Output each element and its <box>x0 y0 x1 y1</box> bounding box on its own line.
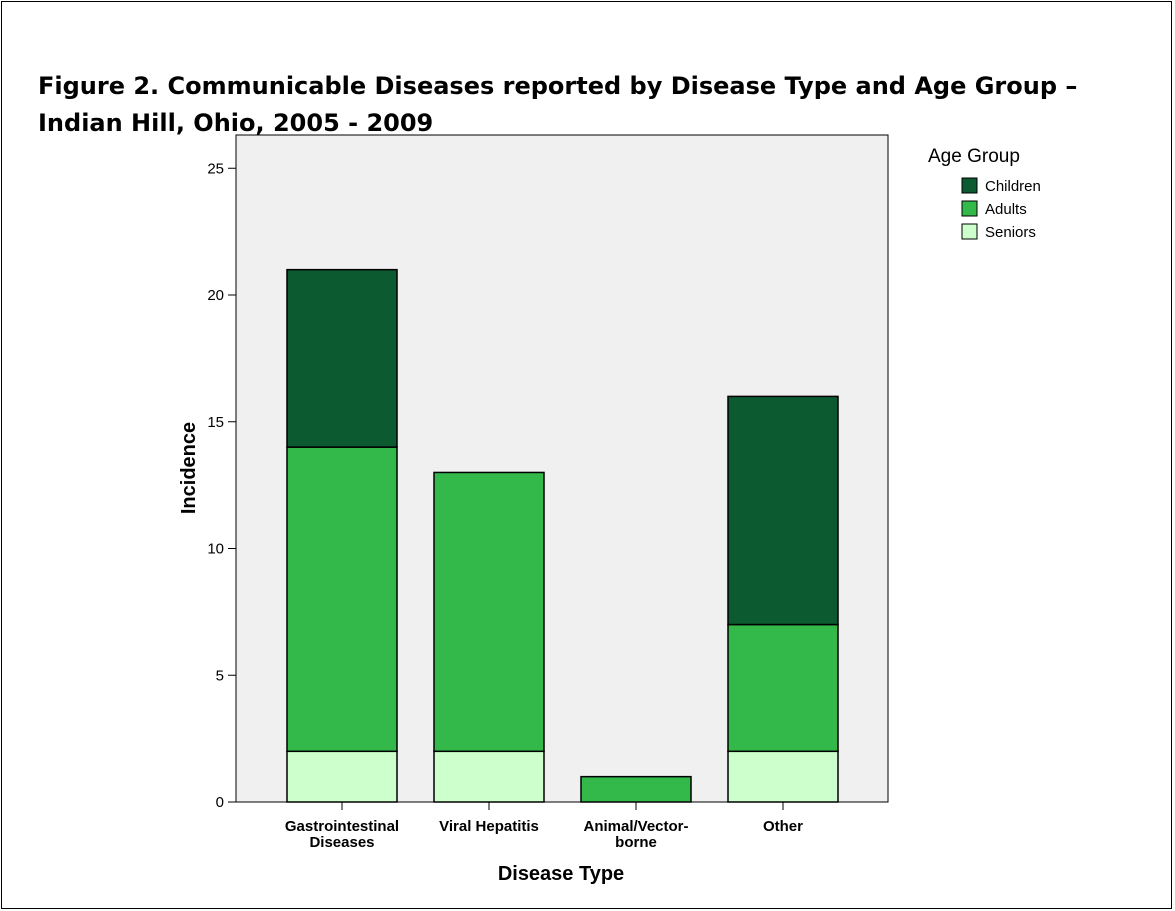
bar-segment-adults <box>286 446 398 753</box>
legend-swatch-adults <box>961 200 978 217</box>
bar-segment-seniors <box>727 750 839 803</box>
bar-segment-adults <box>433 471 545 753</box>
legend-label-seniors: Seniors <box>985 224 1036 241</box>
bar-segment-adults <box>727 623 839 753</box>
x-tick-label: Animal/Vector-borne <box>583 818 688 851</box>
bar-segment-children <box>286 268 398 448</box>
x-tick-label: Gastrointestinal Diseases <box>285 818 399 851</box>
legend-swatch-seniors <box>961 223 978 240</box>
y-tick-label: 10 <box>207 541 224 558</box>
bar-segment-adults <box>580 775 692 803</box>
legend-title: Age Group <box>928 146 1020 167</box>
y-tick-label: 0 <box>216 794 224 811</box>
y-axis: 0 5 10 15 20 25 <box>207 135 237 811</box>
y-tick-label: 20 <box>207 287 224 304</box>
bar-segment-seniors <box>433 750 545 803</box>
bar-segment-seniors <box>286 750 398 803</box>
figure-title: Figure 2. Communicable Diseases reported… <box>38 72 1078 137</box>
y-tick-label: 25 <box>207 160 224 177</box>
bar-segment-children <box>727 395 839 626</box>
x-axis: Gastrointestinal Diseases Viral Hepatitis A… <box>236 801 888 851</box>
y-tick-label: 5 <box>216 667 224 684</box>
legend: Age Group Children Adults Seniors <box>928 146 1041 241</box>
bars-group <box>286 268 839 803</box>
x-tick-label: Other <box>763 818 803 835</box>
legend-swatch-children <box>961 177 978 194</box>
x-tick-label: Viral Hepatitis <box>439 818 539 835</box>
x-axis-title: Disease Type <box>498 863 624 885</box>
legend-label-children: Children <box>985 178 1041 195</box>
y-tick-label: 15 <box>207 414 224 431</box>
y-axis-title: Incidence <box>178 422 200 514</box>
legend-label-adults: Adults <box>985 201 1027 218</box>
